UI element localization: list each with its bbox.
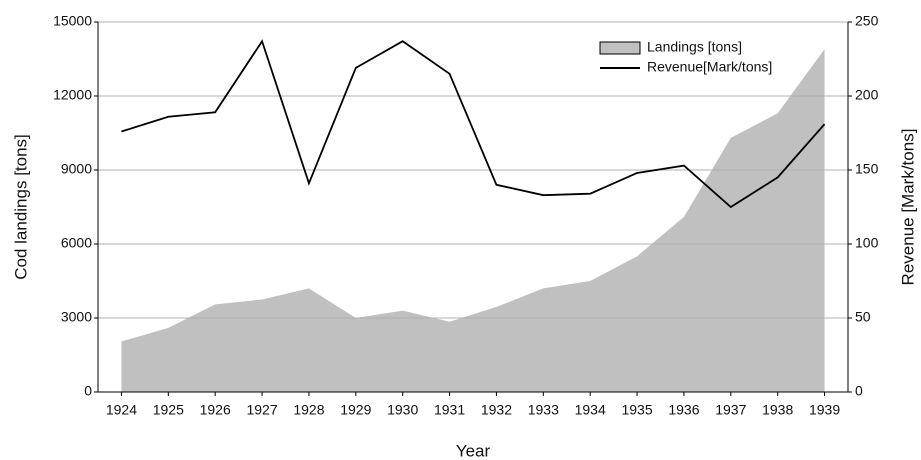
area	[121, 49, 825, 393]
x-tick-label: 1933	[528, 402, 559, 418]
x-tick-label: 1930	[387, 402, 418, 418]
x-tick-label: 1934	[575, 402, 606, 418]
x-tick-label: 1937	[715, 402, 746, 418]
y-tick-label: 6000	[61, 235, 92, 251]
y-axis-title: Cod landings [tons]	[11, 134, 30, 280]
x-tick-label: 1925	[153, 402, 184, 418]
legend-label: Landings [tons]	[647, 39, 742, 55]
y-tick-label: 3000	[61, 309, 92, 325]
line	[121, 39, 826, 209]
y-tick-label: 15000	[53, 13, 92, 29]
legend-swatch	[599, 41, 641, 55]
x-tick-label: 1926	[200, 402, 231, 418]
y2-tick-label: 50	[855, 309, 871, 325]
x-tick-label: 1939	[809, 402, 840, 418]
y2-axis-title: Revenue [Mark/tons]	[898, 129, 917, 286]
y-tick-label: 12000	[53, 87, 92, 103]
x-tick-label: 1924	[106, 402, 137, 418]
y2-tick-label: 0	[855, 383, 863, 399]
x-tick-label: 1932	[481, 402, 512, 418]
x-tick-label: 1927	[246, 402, 277, 418]
x-tick-label: 1928	[293, 402, 324, 418]
x-axis-title: Year	[456, 441, 491, 460]
y2-tick-label: 250	[855, 13, 879, 29]
y2-tick-label: 150	[855, 161, 879, 177]
y2-tick-label: 200	[855, 87, 879, 103]
y-tick-label: 9000	[61, 161, 92, 177]
y-tick-label: 0	[84, 383, 92, 399]
x-tick-label: 1938	[762, 402, 793, 418]
legend-label: Revenue[Mark/tons]	[647, 59, 772, 75]
x-tick-label: 1935	[621, 402, 652, 418]
x-tick-label: 1936	[668, 402, 699, 418]
y2-tick-label: 100	[855, 235, 879, 251]
x-tick-label: 1929	[340, 402, 371, 418]
x-tick-label: 1931	[434, 402, 465, 418]
